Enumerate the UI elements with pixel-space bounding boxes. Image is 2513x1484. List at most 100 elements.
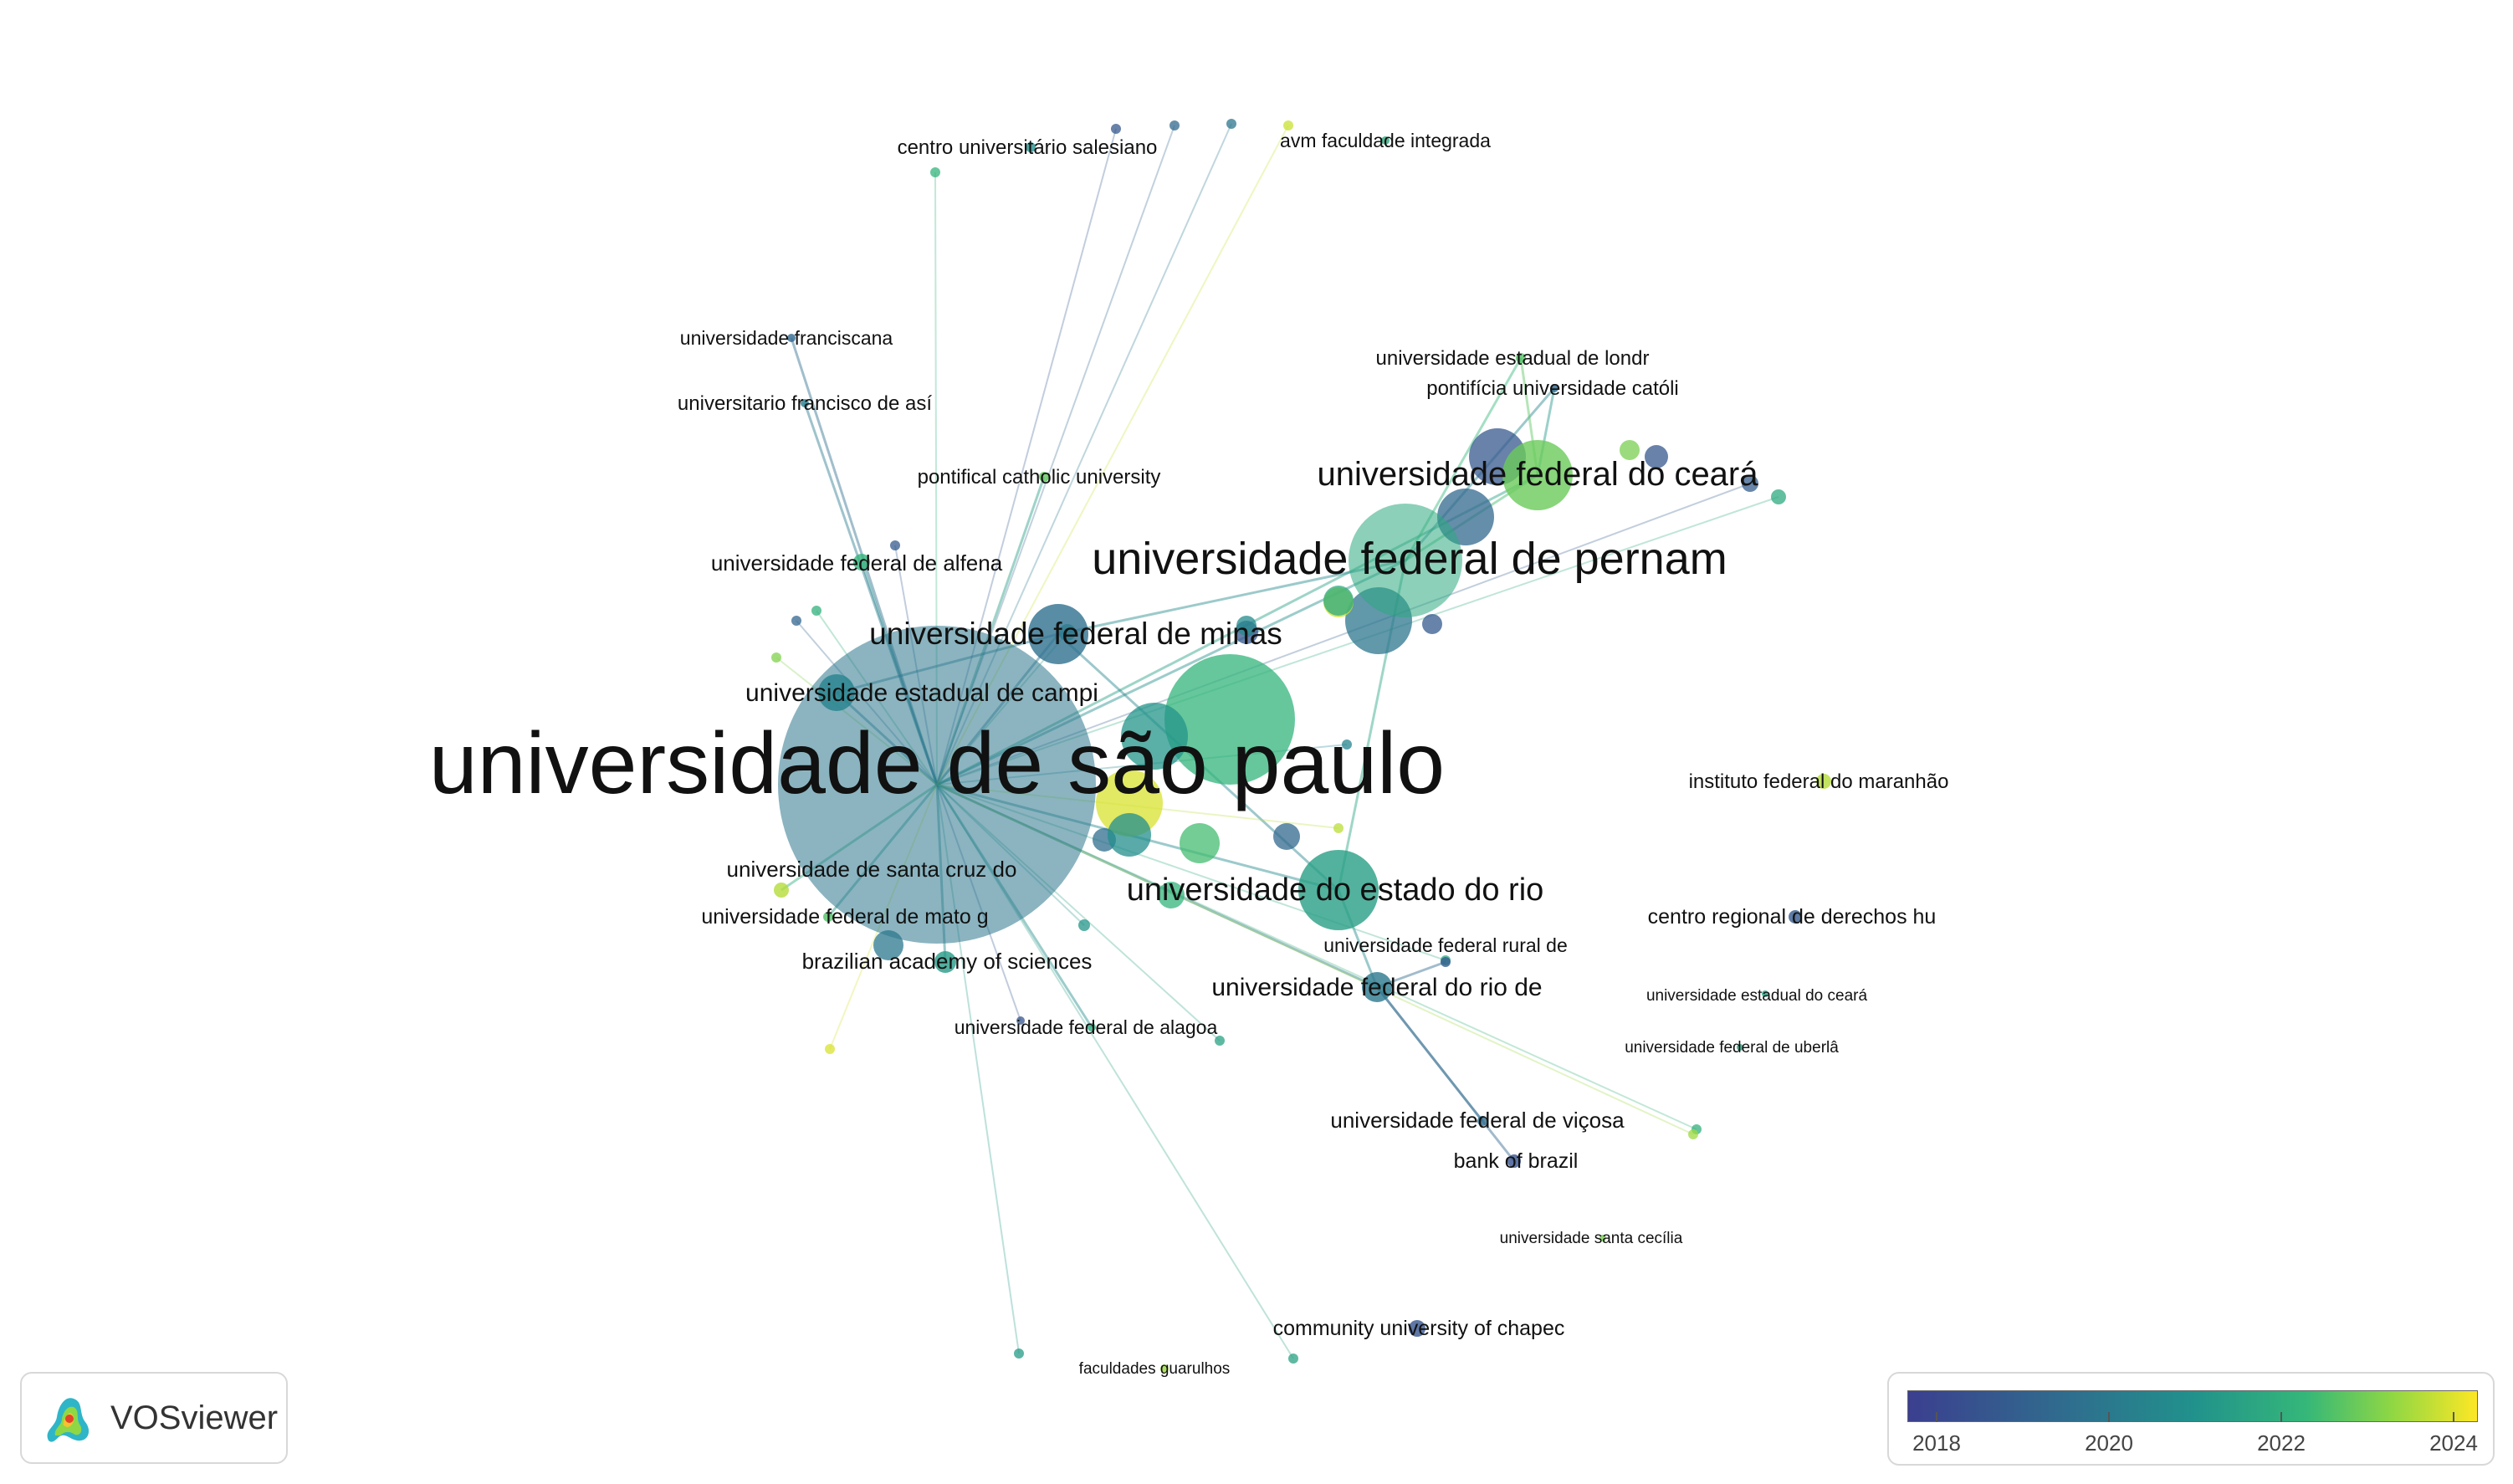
network-node-pcu[interactable] — [1039, 472, 1049, 482]
network-node[interactable] — [1169, 120, 1180, 130]
node-label-unifal[interactable]: universidade federal de alfena — [711, 550, 1003, 576]
network-node-ufal[interactable] — [1088, 1023, 1096, 1031]
network-node[interactable] — [1078, 919, 1090, 931]
network-node-ufmg[interactable] — [1028, 604, 1088, 664]
network-node-ufrrj[interactable] — [1441, 957, 1451, 967]
network-node[interactable] — [1422, 614, 1442, 634]
network-node-usf[interactable] — [801, 399, 809, 407]
network-node[interactable] — [1620, 440, 1640, 460]
node-label-ucs[interactable]: centro universitário salesiano — [898, 136, 1158, 159]
network-node-ufmt[interactable] — [823, 912, 833, 922]
network-node[interactable] — [1121, 703, 1188, 770]
node-label-bas[interactable]: brazilian academy of sciences — [802, 949, 1093, 974]
network-node-bas[interactable] — [934, 951, 956, 973]
network-node-bb[interactable] — [1507, 1154, 1521, 1168]
node-label-avm[interactable]: avm faculdade integrada — [1280, 130, 1491, 151]
network-node[interactable] — [1014, 1348, 1024, 1359]
node-label-bb[interactable]: bank of brazil — [1454, 1149, 1579, 1173]
network-node[interactable] — [825, 1044, 835, 1054]
node-label-ufrj[interactable]: universidade federal do rio de — [1211, 974, 1542, 1001]
network-node-ufu[interactable] — [1737, 1044, 1743, 1051]
network-node-unifal[interactable] — [853, 554, 870, 571]
node-label-ufpe[interactable]: universidade federal de pernam — [1092, 534, 1727, 584]
network-node[interactable] — [890, 540, 900, 550]
network-node[interactable] — [1771, 489, 1786, 504]
network-node-fg[interactable] — [1160, 1364, 1169, 1373]
network-node[interactable] — [1016, 1016, 1025, 1025]
network-node-ufpe[interactable] — [1349, 504, 1462, 617]
network-node-usc[interactable] — [1599, 1235, 1606, 1241]
network-node[interactable] — [1323, 586, 1354, 616]
legend-year-label: 2022 — [2257, 1430, 2306, 1456]
node-label-unochapeco[interactable]: community university of chapec — [1273, 1317, 1565, 1340]
node-label-ufmt[interactable]: universidade federal de mato g — [701, 905, 988, 929]
network-node[interactable] — [1215, 1036, 1225, 1046]
network-node[interactable] — [1742, 475, 1758, 492]
network-node-puc[interactable] — [1550, 384, 1558, 392]
node-label-ufv[interactable]: universidade federal de viçosa — [1330, 1108, 1625, 1133]
network-node-ufc[interactable] — [1502, 440, 1573, 510]
node-label-uel[interactable]: universidade estadual de londr — [1376, 347, 1650, 370]
node-label-ufal[interactable]: universidade federal de alagoa — [955, 1016, 1218, 1038]
node-label-ufmg[interactable]: universidade federal de minas — [869, 617, 1282, 651]
network-edge — [1375, 986, 1516, 1162]
network-node[interactable] — [1180, 823, 1220, 863]
node-label-puc[interactable]: pontifícia universidade católi — [1426, 377, 1679, 400]
legend-year-label: 2018 — [1912, 1430, 1961, 1456]
node-label-usp[interactable]: universidade de são paulo — [429, 715, 1445, 812]
network-node-ifma[interactable] — [1816, 774, 1831, 789]
network-node[interactable] — [1688, 1129, 1698, 1139]
network-node[interactable] — [1236, 616, 1256, 636]
node-label-crdh[interactable]: centro regional de derechos hu — [1648, 905, 1937, 929]
legend-tick — [2453, 1412, 2454, 1422]
network-node[interactable] — [1333, 823, 1344, 833]
network-node-ucs[interactable] — [1026, 142, 1036, 152]
legend-year-label: 2024 — [2429, 1430, 2478, 1456]
node-label-ifma[interactable]: instituto federal do maranhão — [1689, 770, 1949, 793]
node-label-ufc[interactable]: universidade federal do ceará — [1317, 456, 1758, 493]
network-node[interactable] — [791, 616, 801, 626]
network-node-uece[interactable] — [1762, 990, 1768, 997]
network-node-unicamp[interactable] — [818, 674, 855, 711]
node-label-ufu[interactable]: universidade federal de uberlâ — [1625, 1039, 1839, 1057]
network-node[interactable] — [1226, 119, 1236, 129]
network-node[interactable] — [930, 167, 940, 177]
legend-gradient-bar — [1907, 1390, 2478, 1422]
network-node-unisc[interactable] — [774, 883, 789, 898]
network-node-ufn[interactable] — [787, 334, 796, 342]
network-node[interactable] — [1108, 813, 1151, 857]
color-legend: 2018 2020 2022 2024 — [1887, 1372, 2495, 1466]
node-label-uerj[interactable]: universidade do estado do rio — [1127, 872, 1544, 908]
network-node[interactable] — [1158, 882, 1185, 908]
network-node[interactable] — [1645, 445, 1668, 468]
network-node[interactable] — [1164, 654, 1295, 785]
network-node[interactable] — [1111, 124, 1121, 134]
node-label-fg[interactable]: faculdades guarulhos — [1079, 1360, 1231, 1378]
network-node-uerj[interactable] — [1298, 850, 1379, 930]
node-label-unicamp[interactable]: universidade estadual de campi — [745, 679, 1098, 707]
node-label-ufn[interactable]: universidade franciscana — [680, 327, 893, 349]
legend-year-label: 2020 — [2085, 1430, 2133, 1456]
network-edge — [1375, 986, 1484, 1122]
network-node[interactable] — [1273, 823, 1300, 850]
network-node-usp[interactable] — [778, 626, 1096, 944]
network-node[interactable] — [1342, 739, 1352, 750]
network-node-crdh[interactable] — [1789, 910, 1802, 924]
network-node-unochapeco[interactable] — [1409, 1320, 1425, 1337]
network-node-avm[interactable] — [1381, 136, 1390, 145]
node-label-pcu[interactable]: pontifical catholic university — [918, 466, 1161, 489]
network-node[interactable] — [1283, 120, 1293, 130]
node-label-usf[interactable]: universitario francisco de así — [678, 392, 932, 415]
node-label-unisc[interactable]: universidade de santa cruz do — [727, 857, 1017, 882]
network-node[interactable] — [811, 606, 821, 616]
network-node-ufrj[interactable] — [1362, 972, 1392, 1002]
node-label-ufrrj[interactable]: universidade federal rural de — [1323, 934, 1568, 956]
node-label-usc[interactable]: universidade santa cecília — [1500, 1230, 1683, 1247]
network-node-uel[interactable] — [1516, 353, 1526, 363]
network-node[interactable] — [771, 652, 781, 663]
network-node-ufv[interactable] — [1477, 1116, 1487, 1126]
network-node[interactable] — [1288, 1354, 1298, 1364]
network-node[interactable] — [1096, 770, 1163, 837]
node-label-uece[interactable]: universidade estadual do ceará — [1646, 987, 1868, 1005]
